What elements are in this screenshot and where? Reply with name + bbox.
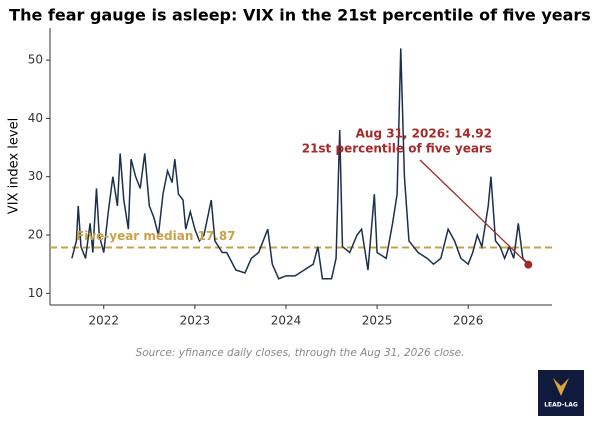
x-tick-label: 2024	[271, 314, 302, 328]
x-tick-label: 2026	[453, 314, 484, 328]
logo-icon	[553, 378, 569, 396]
y-tick-label: 40	[28, 111, 43, 125]
y-tick-label: 50	[28, 53, 43, 67]
annotation-arrow	[419, 159, 526, 263]
x-tick-label: 2025	[362, 314, 393, 328]
x-tick-label: 2023	[180, 314, 211, 328]
x-tick-label: 2022	[88, 314, 119, 328]
y-axis-label: VIX index level	[7, 118, 22, 214]
vix-line	[71, 48, 529, 280]
source: Source: yfinance daily closes, through t…	[136, 347, 465, 359]
y-tick-label: 30	[28, 169, 43, 183]
y-tick-label: 20	[28, 228, 43, 242]
chart-title: The fear gauge is asleep: VIX in the 21s…	[9, 6, 591, 25]
logo-text: LEAD-LAG	[544, 402, 578, 409]
last-point	[524, 260, 533, 269]
y-tick-label: 10	[28, 286, 43, 300]
median-label: Five-year median 17.87	[76, 229, 236, 243]
annotation-text: 21st percentile of five years	[302, 142, 492, 156]
annotation-text: Aug 31, 2026: 14.92	[356, 127, 492, 141]
